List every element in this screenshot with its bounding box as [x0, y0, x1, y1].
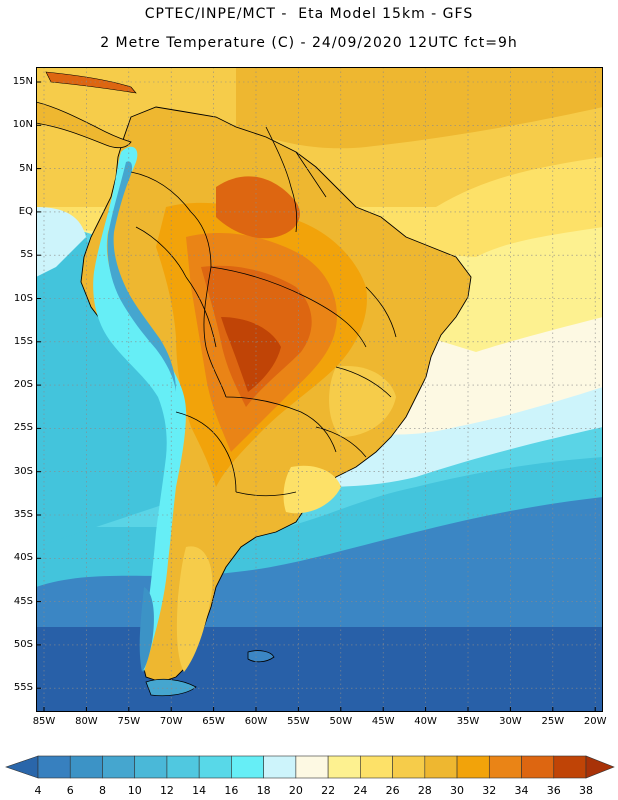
- lat-label-25s: 25S: [13, 422, 33, 434]
- colorbar-high-arrow: [585, 755, 615, 779]
- colorbar-swatch: [69, 755, 103, 779]
- lat-label-5n: 5N: [19, 162, 33, 174]
- colorbar-label-32: 32: [482, 784, 497, 797]
- lon-label-40w: 40W: [414, 716, 437, 727]
- colorbar-label-18: 18: [256, 784, 271, 797]
- colorbar-label-10: 10: [127, 784, 142, 797]
- central-america: [36, 101, 132, 149]
- colorbar-swatch: [360, 755, 393, 779]
- lat-label-40s: 40S: [13, 552, 33, 564]
- lat-label-15n: 15N: [12, 76, 33, 87]
- colorbar-label-16: 16: [224, 784, 239, 797]
- lon-label-30w: 30W: [499, 716, 522, 727]
- lon-label-50w: 50W: [329, 716, 353, 727]
- colorbar-label-26: 26: [385, 784, 400, 797]
- colorbar-label-38: 38: [579, 784, 593, 797]
- caribbean-warm-band: [236, 67, 603, 149]
- map-graticule: [36, 67, 603, 712]
- colorbar-label-28: 28: [417, 784, 432, 797]
- lat-label-55s: 55S: [13, 682, 33, 694]
- lon-label-60w: 60W: [244, 716, 268, 727]
- colorbar-swatch: [231, 755, 264, 779]
- lat-label-45s: 45S: [13, 595, 33, 607]
- lon-label-75w: 75W: [117, 716, 141, 727]
- colorbar-low-arrow: [5, 755, 39, 779]
- map-frame: [36, 67, 603, 712]
- lat-label-15s: 15S: [13, 335, 33, 347]
- lat-label-20s: 20S: [13, 379, 33, 391]
- colorbar-label-34: 34: [514, 784, 529, 797]
- caribbean-islands: [45, 71, 137, 94]
- andes-cold-spine: [93, 146, 186, 672]
- lon-label-65w: 65W: [202, 716, 225, 727]
- colorbar-swatch: [37, 755, 71, 779]
- map-title-line-1: CPTEC/INPE/MCT - Eta Model 15km - GFS: [144, 6, 474, 22]
- lon-label-20w: 20W: [583, 716, 607, 727]
- lon-label-80w: 80W: [75, 716, 98, 727]
- colorbar-swatch: [521, 755, 555, 779]
- falkland-islands: [247, 650, 275, 663]
- colorbar-swatch: [198, 755, 232, 779]
- lon-label-45w: 45W: [371, 716, 395, 727]
- northern-hot-patch: [216, 176, 300, 239]
- lat-label-50s: 50S: [13, 638, 33, 650]
- colorbar-label-4: 4: [34, 784, 42, 797]
- temperature-colorbar: [5, 755, 615, 779]
- colorbar-label-14: 14: [192, 784, 207, 797]
- colorbar-swatch: [488, 755, 522, 779]
- colorbar-swatch: [166, 755, 200, 779]
- colorbar-label-6: 6: [66, 784, 74, 797]
- colorbar-label-20: 20: [288, 784, 303, 797]
- lon-label-25w: 25W: [541, 716, 565, 727]
- colorbar-swatch: [553, 755, 587, 779]
- colorbar-swatch: [424, 755, 458, 779]
- colorbar-swatch: [263, 755, 297, 779]
- lon-label-55w: 55W: [287, 716, 310, 727]
- colorbar-label-22: 22: [321, 784, 336, 797]
- lon-label-35w: 35W: [456, 716, 480, 727]
- colorbar-label-24: 24: [353, 784, 368, 797]
- colorbar-label-36: 36: [546, 784, 561, 797]
- lon-label-70w: 70W: [159, 716, 183, 727]
- lat-label-5s: 5S: [20, 249, 33, 261]
- colorbar-label-8: 8: [98, 784, 106, 797]
- lat-label-10n: 10N: [12, 119, 33, 131]
- colorbar-swatch: [134, 755, 168, 779]
- tierra-del-fuego: [145, 678, 197, 697]
- lon-label-85w: 85W: [32, 716, 56, 727]
- temperature-map: [36, 67, 603, 712]
- patagonia-warm-strip: [176, 546, 213, 672]
- colorbar-swatch: [102, 755, 136, 779]
- lat-label-35s: 35S: [13, 509, 33, 520]
- uruguay-mild-patch: [283, 465, 341, 514]
- colorbar-label-12: 12: [159, 784, 174, 797]
- lat-label-10s: 10S: [13, 292, 33, 304]
- colorbar-swatch: [327, 755, 361, 779]
- southeast-warm-patch: [329, 366, 396, 437]
- colorbar-swatch: [392, 755, 426, 779]
- andes-coldest-core: [107, 161, 176, 392]
- colorbar-swatch: [456, 755, 490, 779]
- pacific-cool-band: [36, 217, 186, 547]
- pacific-equatorial-pale: [36, 207, 86, 277]
- lat-label-30s: 30S: [13, 465, 33, 477]
- lat-label-eq: EQ: [18, 205, 33, 217]
- map-title-line-2: 2 Metre Temperature (C) - 24/09/2020 12U…: [100, 35, 518, 51]
- southern-andes-cold: [139, 587, 154, 672]
- colorbar-swatch: [295, 755, 329, 779]
- country-borders: [130, 126, 397, 497]
- colorbar-label-30: 30: [450, 784, 465, 797]
- interior-peak-heat: [221, 317, 281, 392]
